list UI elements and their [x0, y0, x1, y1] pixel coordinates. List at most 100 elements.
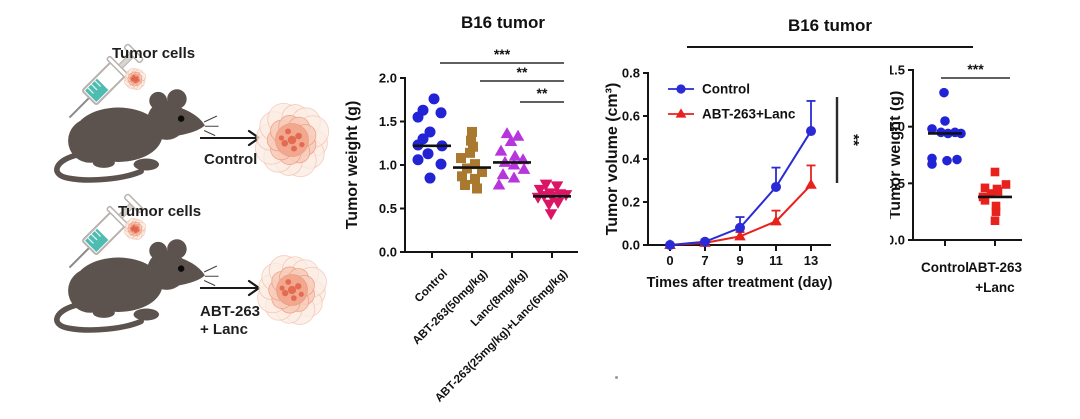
y-tick-label: 2.0 [379, 71, 397, 86]
y-tick-label: 0.5 [379, 201, 397, 216]
significance-label: ** [517, 64, 528, 80]
tumor-dot [287, 285, 297, 295]
data-point [507, 158, 521, 170]
mouse-whiskers [203, 115, 219, 137]
group-label: Control [921, 260, 969, 275]
group-label: ABT-263 [968, 260, 1023, 275]
x-tick-label: 11 [769, 253, 783, 268]
tumor-dot [136, 228, 140, 232]
data-point [466, 135, 476, 146]
syringe-plunger-top [123, 193, 144, 214]
tumor-dot [278, 135, 285, 141]
group-label: ABT-263(50mg/kg) [411, 268, 491, 348]
data-point [507, 171, 521, 183]
mouse-illustration [54, 89, 219, 183]
control-arm-label: Control [204, 151, 258, 168]
data-point [806, 126, 816, 137]
treated-arm-label-line2: + Lanc [200, 321, 248, 338]
significance-label: ** [537, 85, 548, 101]
data-point [735, 222, 745, 233]
treated-arm-label-line1: ABT-263 [200, 303, 261, 320]
data-point [700, 236, 710, 247]
data-point [492, 178, 506, 190]
tumor-dot [298, 291, 304, 297]
tumor-dot [135, 226, 139, 230]
syringe-fluid [85, 78, 109, 102]
significance-label: ** [845, 134, 862, 146]
mouse-snout [165, 253, 205, 288]
shared-title: B16 tumor [787, 16, 873, 35]
data-point [457, 171, 467, 182]
data-point [460, 180, 470, 191]
x-axis-label: Times after treatment (day) [647, 275, 833, 291]
data-point [477, 166, 487, 177]
data-point [500, 127, 514, 139]
tumor-dot [285, 128, 292, 135]
syringe-fluid [85, 228, 109, 252]
significance-label: *** [967, 61, 984, 77]
tumor-dot [130, 76, 134, 80]
data-point [511, 129, 525, 141]
tumor-dot [132, 224, 136, 229]
data-point [468, 141, 478, 152]
data-point [952, 154, 962, 165]
tumor-dot [291, 145, 297, 152]
data-point [927, 124, 937, 134]
x-tick-label: 0 [666, 253, 673, 268]
legend-marker [676, 84, 686, 94]
data-point [990, 216, 1000, 226]
data-point [665, 240, 675, 250]
mouse-snout [165, 103, 205, 138]
data-point [734, 230, 746, 241]
data-point [980, 183, 990, 193]
syringe-graduations [87, 80, 102, 94]
mouse-eye [177, 265, 185, 272]
y-axis-label: Tumor weight (g) [890, 91, 904, 220]
tumor-cells-label-bottom: Tumor cells [118, 203, 202, 220]
mouse-foot [133, 158, 160, 171]
data-point [927, 159, 937, 169]
syringe-plunger-top [123, 43, 144, 64]
mouse-tail [54, 151, 144, 183]
data-point [550, 181, 564, 193]
legend-label: Control [702, 82, 750, 97]
data-point [424, 172, 436, 184]
y-tick-label: 0.4 [622, 152, 641, 167]
tumor-cells-icon [124, 68, 146, 90]
tumor-dot [299, 141, 305, 148]
tumor-mass-illustration [254, 102, 330, 178]
mouse-experiment-diagram [54, 43, 330, 333]
data-point [805, 178, 817, 189]
mouse-tail [54, 301, 144, 333]
mouse-haunch [68, 118, 113, 163]
mouse-illustration [54, 239, 219, 333]
data-point [542, 199, 556, 211]
y-tick-label: 0.0 [379, 245, 397, 260]
y-tick-label: 0.0 [622, 238, 640, 253]
mouse-foot [92, 307, 115, 318]
tumor-dot [132, 74, 136, 79]
data-point [517, 162, 531, 174]
data-point [467, 126, 477, 137]
tumor-dot [279, 285, 285, 291]
y-axis-label: Tumor weight (g) [344, 101, 361, 230]
syringe-needle [68, 247, 90, 269]
data-point [435, 158, 447, 170]
tumor-dot [287, 135, 297, 145]
tumor-dot [130, 226, 134, 230]
syringe-icon [68, 193, 144, 269]
data-point [424, 126, 436, 138]
group-label: Control [413, 268, 450, 305]
tumor-dot [281, 139, 289, 147]
data-point [991, 207, 1001, 216]
x-tick-label: 9 [736, 253, 743, 268]
data-point [990, 167, 1000, 177]
shared-title-underline [687, 46, 973, 48]
data-point [551, 197, 565, 209]
syringe-needle [68, 97, 90, 119]
data-point [993, 186, 1003, 196]
stray-dot [615, 376, 618, 379]
tumor-dot [295, 132, 302, 140]
data-point [939, 87, 949, 98]
